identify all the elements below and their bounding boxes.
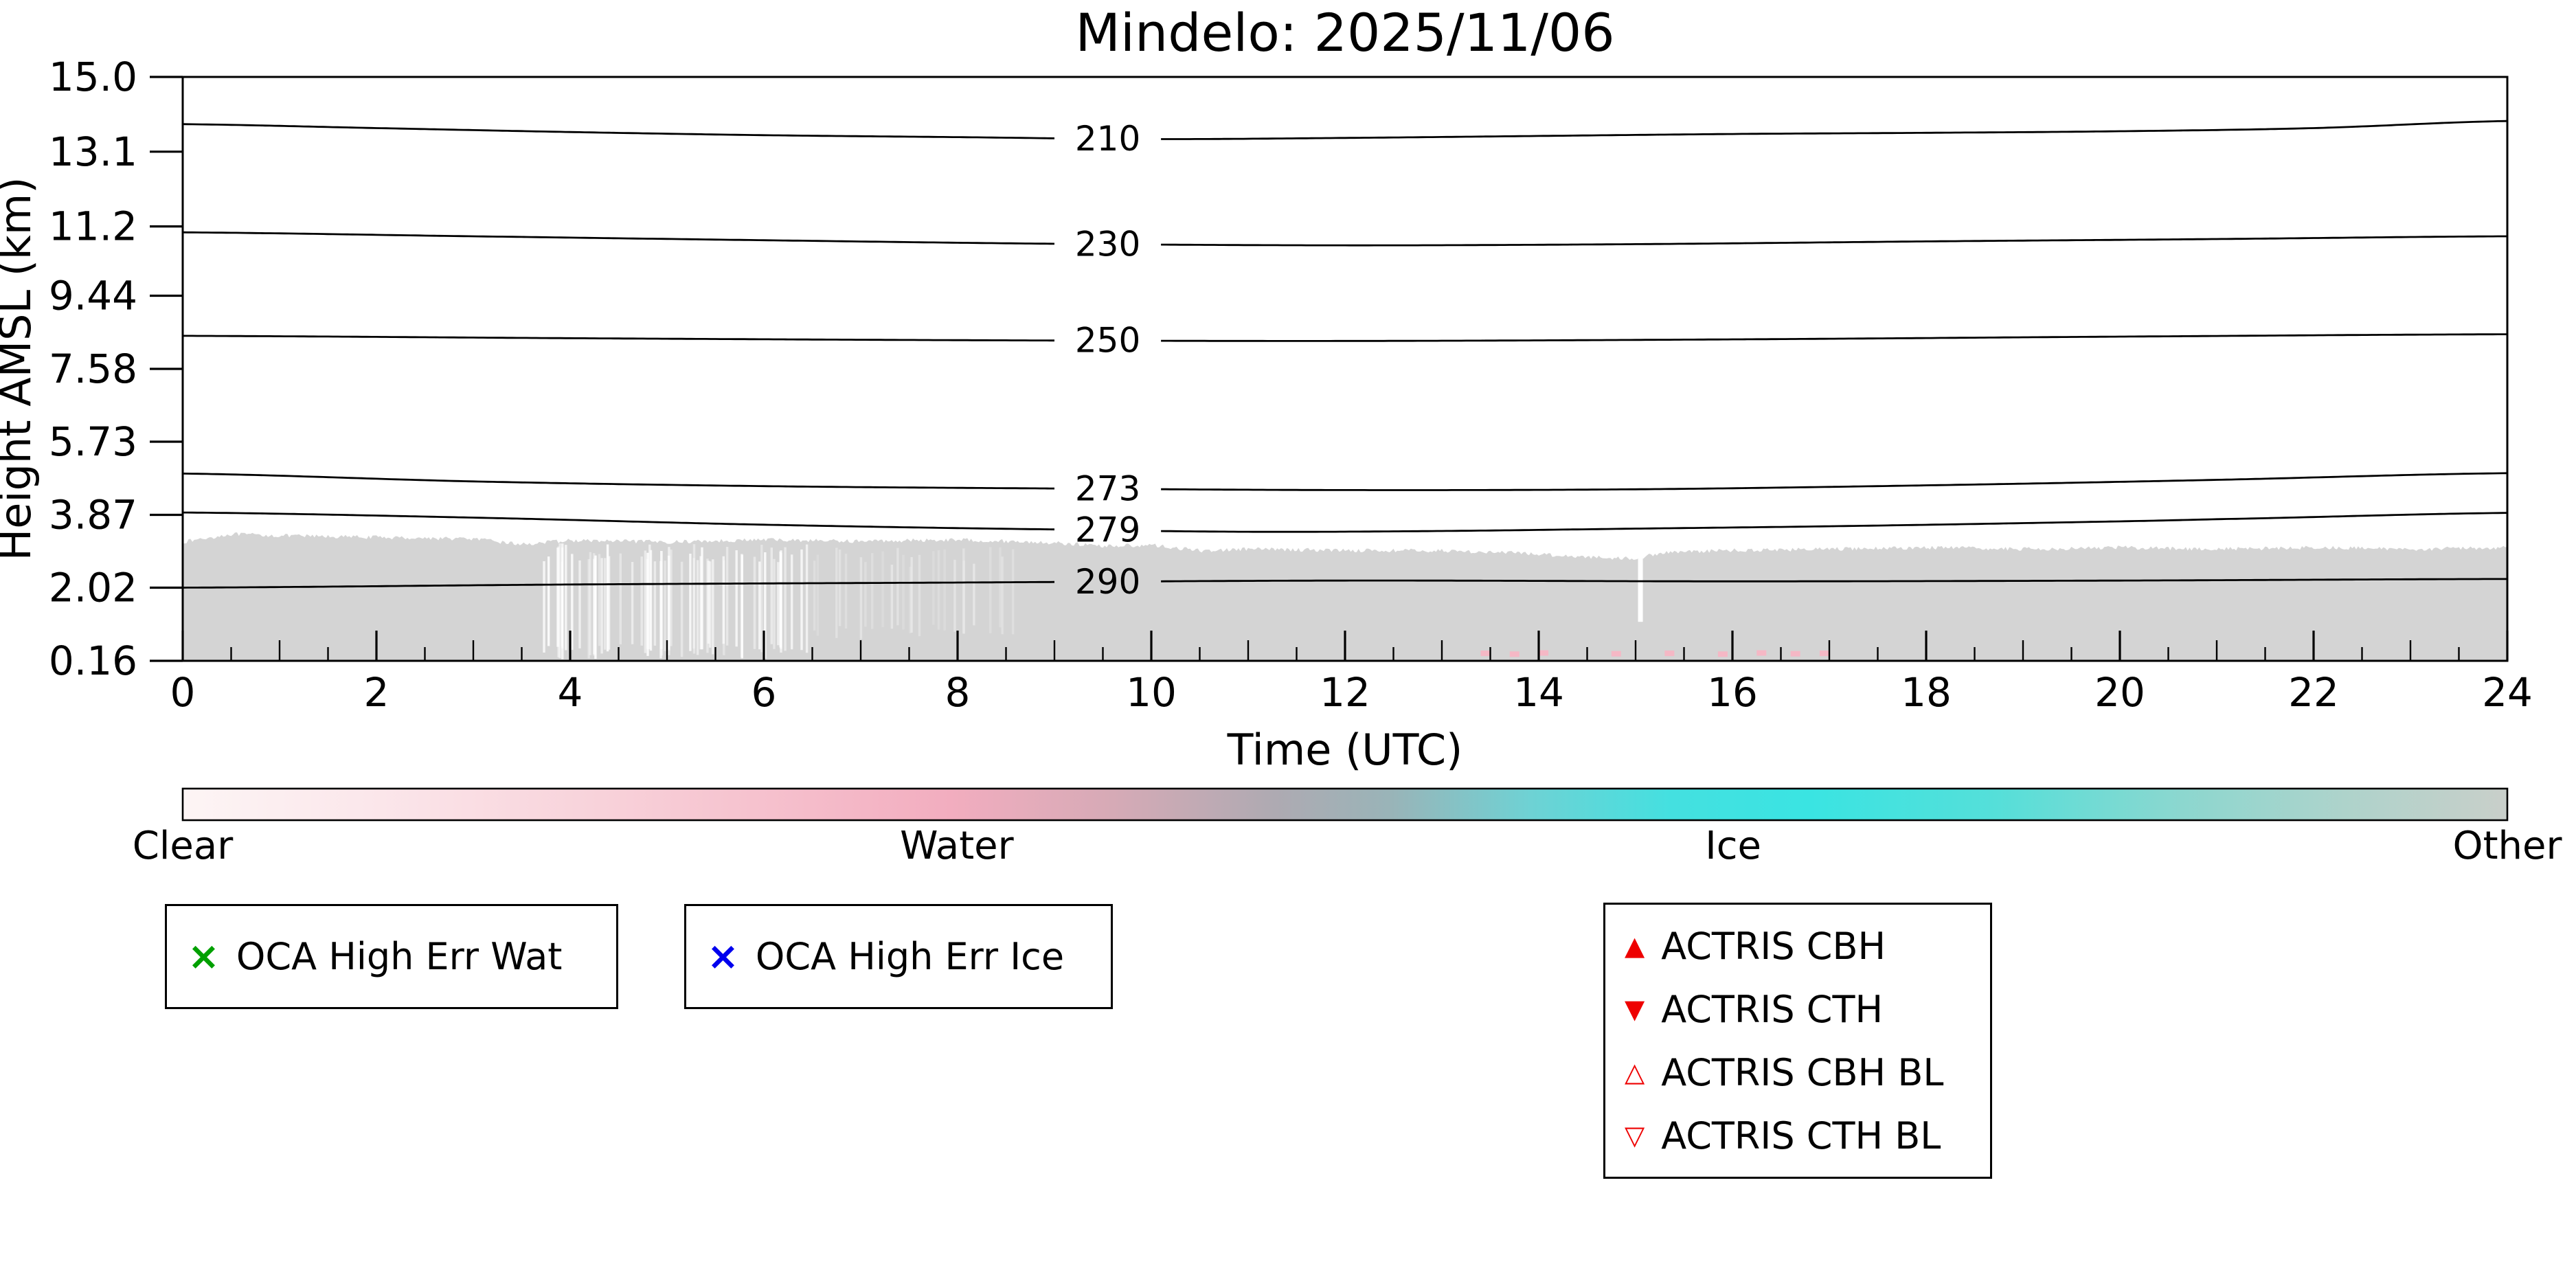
- water-speck: [1790, 651, 1800, 657]
- water-speck: [1480, 651, 1491, 657]
- water-speck: [1756, 650, 1767, 656]
- legend-item-actris-cbh-bl: △ ACTRIS CBH BL: [1625, 1041, 1990, 1104]
- legend-actris-cth-bl-label: ACTRIS CTH BL: [1661, 1114, 1941, 1157]
- isotherm-273: [182, 472, 2508, 491]
- y-tick-label: 9.44: [49, 272, 137, 319]
- isotherm-label-290: 290: [1075, 562, 1140, 602]
- water-speck: [1509, 651, 1519, 657]
- y-tick-label: 11.2: [49, 203, 137, 250]
- x-marker-green-icon: ×: [188, 934, 220, 979]
- colorbar-label: Other: [2452, 824, 2562, 868]
- x-tick-label: 24: [2482, 669, 2533, 716]
- y-tick-label: 0.16: [49, 637, 137, 684]
- x-tick-label: 16: [1707, 669, 1758, 716]
- x-tick-label: 0: [170, 669, 196, 716]
- y-tick-label: 2.02: [49, 564, 137, 611]
- isotherm-label-250: 250: [1075, 321, 1140, 361]
- y-axis-label: Height AMSL (km): [0, 177, 41, 561]
- legend-item-actris-cbh: ▲ ACTRIS CBH: [1625, 914, 1990, 978]
- chart-generated-layer: 21023025027327929015.013.111.29.447.585.…: [49, 54, 2563, 868]
- x-axis-label: Time (UTC): [1227, 725, 1463, 775]
- legend-actris: ▲ ACTRIS CBH ▼ ACTRIS CTH △ ACTRIS CBH B…: [1603, 903, 1992, 1179]
- x-tick-label: 12: [1320, 669, 1370, 716]
- legend-oca-high-err-ice: × OCA High Err Ice: [684, 904, 1113, 1009]
- isotherm-230: [182, 231, 2507, 247]
- water-speck: [1539, 650, 1549, 656]
- x-tick-label: 10: [1126, 669, 1177, 716]
- isotherm-279: [183, 511, 2508, 533]
- isotherm-label-279: 279: [1075, 510, 1140, 550]
- y-tick-label: 15.0: [49, 54, 137, 100]
- y-tick-label: 3.87: [49, 492, 137, 539]
- isotherm-label-210: 210: [1075, 119, 1140, 159]
- x-marker-blue-icon: ×: [707, 934, 739, 979]
- triangle-up-filled-icon: ▲: [1625, 931, 1645, 961]
- isotherm-label-230: 230: [1075, 224, 1140, 264]
- triangle-down-filled-icon: ▼: [1625, 994, 1645, 1024]
- x-tick-label: 18: [1901, 669, 1952, 716]
- colorbar: [181, 787, 2509, 822]
- water-speck: [1717, 651, 1728, 657]
- legend-oca-ice-label: OCA High Err Ice: [755, 935, 1065, 978]
- isotherm-label-273: 273: [1075, 469, 1140, 509]
- x-tick-label: 22: [2288, 669, 2339, 716]
- x-tick-label: 8: [945, 669, 971, 716]
- triangle-down-open-icon: ▽: [1625, 1120, 1645, 1151]
- chart-title: Mindelo: 2025/11/06: [1075, 2, 1614, 63]
- legend-oca-wat-label: OCA High Err Wat: [236, 935, 563, 978]
- legend-actris-cbh-bl-label: ACTRIS CBH BL: [1661, 1050, 1944, 1094]
- water-speck: [1819, 651, 1829, 657]
- water-speck: [1611, 651, 1621, 657]
- colorbar-label: Ice: [1705, 824, 1761, 868]
- legend-item-actris-cth-bl: ▽ ACTRIS CTH BL: [1625, 1104, 1990, 1167]
- y-tick-label: 5.73: [49, 418, 137, 465]
- triangle-up-open-icon: △: [1625, 1057, 1645, 1087]
- legend-oca-high-err-wat: × OCA High Err Wat: [165, 904, 618, 1009]
- water-speck: [1664, 651, 1675, 657]
- x-tick-label: 6: [752, 669, 777, 716]
- classification-region-other: [183, 532, 2507, 661]
- x-tick-label: 4: [558, 669, 583, 716]
- legend-actris-cbh-label: ACTRIS CBH: [1661, 924, 1886, 968]
- isotherm-250: [183, 333, 2507, 342]
- isotherm-210: [182, 120, 2508, 140]
- y-tick-label: 13.1: [49, 128, 137, 175]
- y-tick-label: 7.58: [49, 346, 137, 392]
- x-tick-label: 20: [2094, 669, 2145, 716]
- colorbar-label: Water: [900, 824, 1015, 868]
- isotherm-290: [182, 578, 2507, 589]
- legend-actris-cth-label: ACTRIS CTH: [1661, 987, 1884, 1031]
- legend-item-actris-cth: ▼ ACTRIS CTH: [1625, 978, 1990, 1041]
- colorbar-label: Clear: [133, 824, 234, 868]
- x-tick-label: 2: [364, 669, 389, 716]
- x-tick-label: 14: [1513, 669, 1564, 716]
